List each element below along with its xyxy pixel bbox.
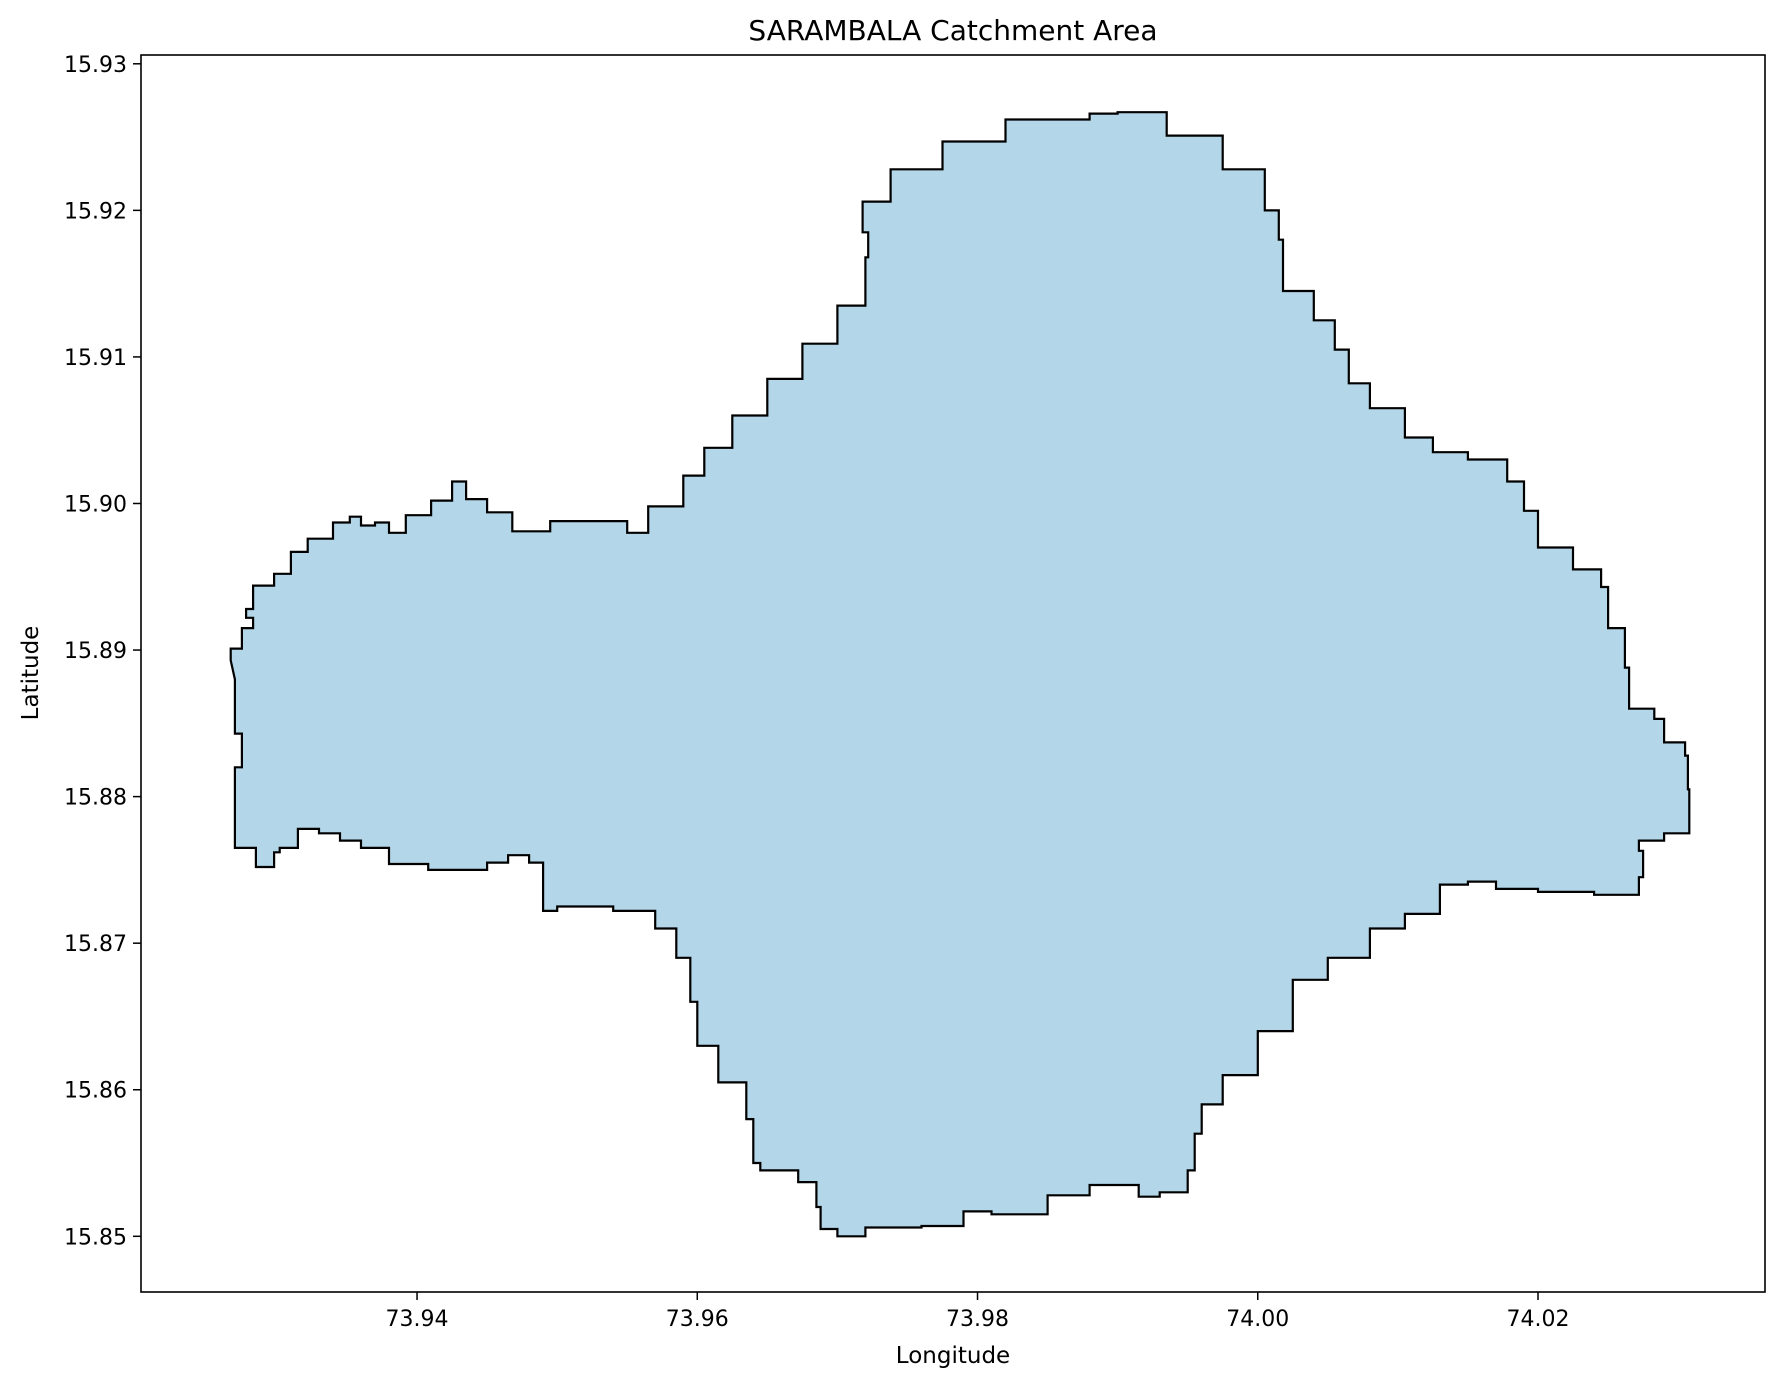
x-axis-label: Longitude <box>896 1343 1010 1369</box>
y-tick-label: 15.88 <box>64 786 127 811</box>
x-tick-label: 73.94 <box>386 1307 449 1332</box>
y-tick-label: 15.89 <box>64 639 127 664</box>
y-tick-label: 15.93 <box>64 53 127 78</box>
y-tick-label: 15.90 <box>64 492 127 517</box>
y-tick-label: 15.91 <box>64 346 127 371</box>
y-axis-label: Latitude <box>18 626 44 721</box>
x-axis: 73.94 73.96 73.98 74.00 74.02 <box>386 1292 1570 1332</box>
y-axis: 15.85 15.86 15.87 15.88 15.89 15.90 15.91 15.92… <box>64 53 141 1250</box>
x-tick-label: 73.96 <box>666 1307 729 1332</box>
chart-title: SARAMBALA Catchment Area <box>748 14 1157 47</box>
y-tick-label: 15.86 <box>64 1079 127 1104</box>
y-tick-label: 15.92 <box>64 199 127 224</box>
axes-frame <box>140 54 1766 1293</box>
plot-area <box>140 54 1766 1293</box>
x-tick-label: 74.00 <box>1226 1307 1289 1332</box>
catchment-polygon <box>229 111 1691 1238</box>
x-tick-label: 73.98 <box>946 1307 1009 1332</box>
y-tick-label: 15.85 <box>64 1225 127 1250</box>
y-tick-label: 15.87 <box>64 932 127 957</box>
x-tick-label: 74.02 <box>1507 1307 1570 1332</box>
